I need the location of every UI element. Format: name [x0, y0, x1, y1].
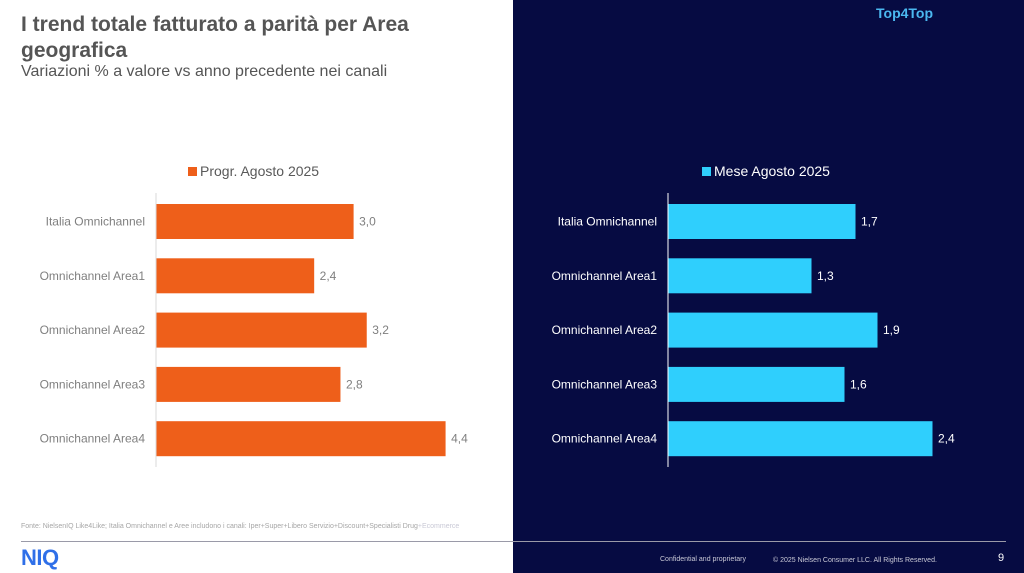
- legend-mese-agosto: Mese Agosto 2025: [702, 163, 830, 179]
- left-value-label-4: 2,8: [346, 377, 363, 391]
- left-value-label-2: 2,4: [320, 269, 337, 283]
- left-value-label-1: 3,0: [359, 215, 376, 229]
- footer-divider: [21, 541, 1006, 542]
- legend-label-right: Mese Agosto 2025: [714, 163, 830, 179]
- right-bar-1: [668, 204, 856, 239]
- right-category-label-5: Omnichannel Area4: [552, 432, 658, 446]
- source-note-main: Fonte: NielsenIQ Like4Like; Italia Omnic…: [21, 523, 418, 530]
- niq-logo: NIQ: [21, 545, 59, 570]
- top4top-brand-tag: Top4Top: [876, 5, 934, 21]
- left-bar-1: [156, 204, 354, 239]
- legend-label-left: Progr. Agosto 2025: [200, 163, 320, 179]
- left-category-label-1: Italia Omnichannel: [46, 215, 145, 229]
- page-title: I trend totale fatturato a parità per Ar…: [21, 13, 409, 62]
- page-subtitle: Variazioni % a valore vs anno precedente…: [21, 63, 388, 80]
- left-category-label-4: Omnichannel Area3: [40, 377, 146, 391]
- right-category-label-1: Italia Omnichannel: [558, 215, 657, 229]
- confidential-note: Confidential and proprietary: [660, 556, 746, 563]
- right-category-label-3: Omnichannel Area2: [552, 323, 658, 337]
- legend-swatch-left: [188, 166, 197, 176]
- legend-swatch-right: [702, 166, 711, 176]
- left-value-label-5: 4,4: [451, 432, 468, 446]
- left-category-label-5: Omnichannel Area4: [40, 432, 146, 446]
- left-bar-4: [156, 366, 341, 402]
- left-category-label-2: Omnichannel Area1: [40, 269, 146, 283]
- left-bar-3: [156, 312, 367, 348]
- left-bar-2: [156, 258, 315, 294]
- source-note: Fonte: NielsenIQ Like4Like; Italia Omnic…: [21, 523, 459, 530]
- left-value-label-3: 3,2: [372, 323, 389, 337]
- right-value-label-1: 1,7: [861, 215, 878, 229]
- right-category-label-4: Omnichannel Area3: [552, 377, 658, 391]
- source-note-tail: +Ecommerce: [417, 523, 460, 530]
- right-bar-3: [668, 312, 878, 348]
- left-category-label-3: Omnichannel Area2: [40, 323, 146, 337]
- right-value-label-5: 2,4: [938, 432, 955, 446]
- right-value-label-4: 1,6: [850, 377, 867, 391]
- left-bar-5: [156, 421, 446, 457]
- legend-progr-agosto: Progr. Agosto 2025: [188, 163, 319, 179]
- right-bar-4: [668, 366, 845, 402]
- right-bar-5: [668, 421, 933, 457]
- right-value-label-2: 1,3: [817, 269, 834, 283]
- right-category-label-2: Omnichannel Area1: [552, 269, 658, 283]
- page-number: 9: [998, 552, 1005, 564]
- right-value-label-3: 1,9: [883, 323, 900, 337]
- copyright-note: © 2025 Nielsen Consumer LLC. All Rights …: [773, 557, 937, 564]
- right-bar-2: [668, 258, 812, 294]
